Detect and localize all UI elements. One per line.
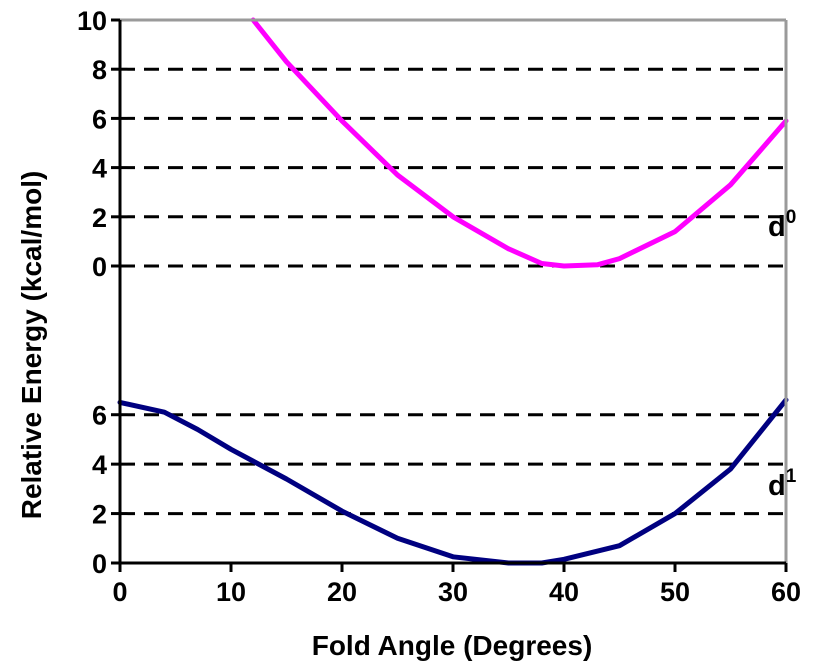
y-tick-upper-4: 4 [92, 154, 107, 184]
x-tick-0: 0 [112, 577, 127, 607]
y-tick-lower-2: 2 [92, 500, 107, 530]
plot-frame [111, 18, 788, 572]
x-tick-60: 60 [771, 577, 801, 607]
series-line-lower-0 [117, 397, 789, 566]
y-tick-upper-8: 8 [92, 55, 107, 85]
y-tick-lower-4: 4 [92, 450, 107, 480]
x-tick-20: 20 [327, 577, 357, 607]
x-tick-30: 30 [438, 577, 468, 607]
series-tag-d0: d0 [768, 207, 796, 243]
x-axis-title: Fold Angle (Degrees) [312, 630, 593, 661]
x-tick-40: 40 [549, 577, 579, 607]
series-tag-d0-sup: 0 [786, 207, 797, 228]
y-tick-upper-6: 6 [92, 104, 107, 134]
series-tag-d1-base: d [768, 470, 786, 502]
x-tick-50: 50 [660, 577, 690, 607]
series-line-upper-0 [250, 17, 789, 269]
series-tag-d1: d1 [768, 466, 797, 502]
y-tick-lower-0: 0 [92, 549, 107, 579]
series-tag-d0-base: d [768, 211, 786, 243]
y-tick-upper-10: 10 [77, 6, 107, 36]
y-tick-upper-2: 2 [92, 203, 107, 233]
x-tick-10: 10 [216, 577, 246, 607]
grid-lines [120, 67, 786, 516]
y-axis-title: Relative Energy (kcal/mol) [16, 171, 47, 520]
series-curves [117, 17, 789, 566]
y-tick-lower-6: 6 [92, 401, 107, 431]
series-tag-d1-sup: 1 [786, 466, 797, 487]
y-tick-upper-0: 0 [92, 252, 107, 282]
